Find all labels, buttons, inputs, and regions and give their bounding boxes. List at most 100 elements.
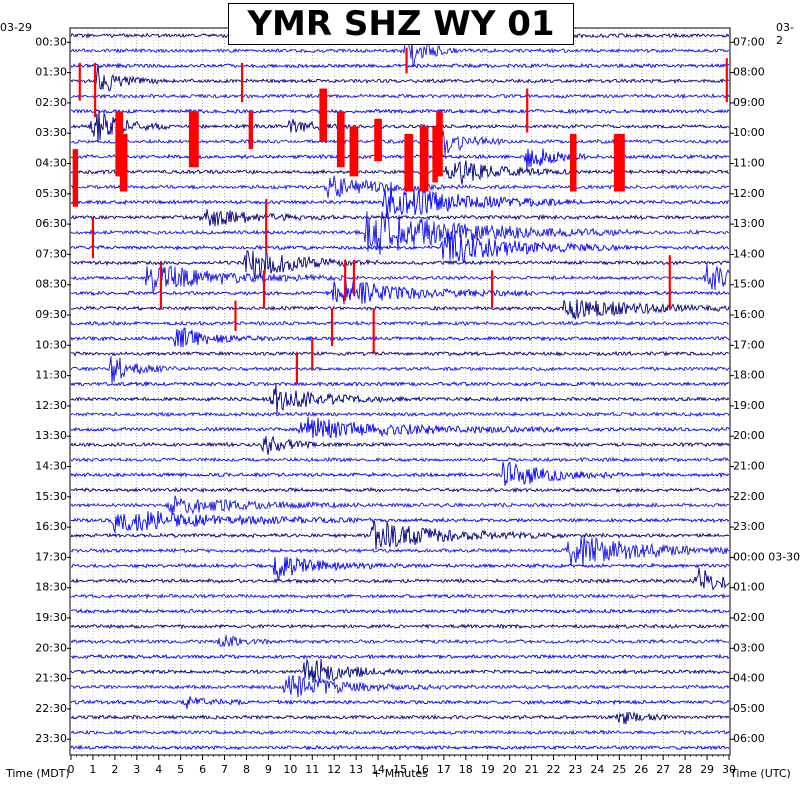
seismic-trace (70, 380, 730, 388)
clip-marker (349, 126, 359, 177)
x-tick-label: 20 (503, 763, 517, 776)
clip-marker (330, 308, 334, 347)
seismic-trace (70, 110, 730, 143)
seismic-trace (70, 710, 730, 725)
clip-marker (436, 111, 443, 177)
x-tick-label: 12 (327, 763, 341, 776)
left-tick-label: 10:30 (35, 338, 67, 351)
clip-marker (91, 217, 95, 259)
left-tick-label: 12:30 (35, 399, 67, 412)
x-tick-label: 9 (265, 763, 272, 776)
x-tick-label: 25 (612, 763, 626, 776)
x-tick-label: 14 (371, 763, 385, 776)
x-tick-label: 29 (700, 763, 714, 776)
clip-marker (311, 338, 314, 369)
clip-marker (526, 88, 529, 133)
clip-marker (240, 62, 244, 103)
right-tick-label: 23:00 (733, 520, 765, 533)
x-tick-label: 16 (415, 763, 429, 776)
seismic-trace (70, 608, 730, 615)
left-tick-label: 18:30 (35, 581, 67, 594)
left-tick-label: 07:30 (35, 247, 67, 260)
seismic-trace (70, 592, 730, 600)
left-tick-label: 13:30 (35, 429, 67, 442)
clip-marker (419, 126, 429, 192)
clip-marker (72, 149, 79, 207)
x-tick-label: 5 (177, 763, 184, 776)
left-tick-label: 21:30 (35, 672, 67, 685)
x-tick-label: 0 (68, 763, 75, 776)
seismic-trace (70, 511, 730, 534)
clip-marker (569, 133, 577, 192)
left-tick-label: 23:30 (35, 732, 67, 745)
left-tick-label: 08:30 (35, 278, 67, 291)
clip-marker (265, 199, 268, 253)
seismic-trace (70, 556, 730, 579)
seismic-trace (70, 92, 730, 100)
clip-marker (115, 111, 124, 177)
right-tick-label: 18:00 (733, 369, 765, 382)
right-tick-label: 01:00 (733, 581, 765, 594)
grid (76, 28, 724, 755)
clip-marker (248, 111, 254, 150)
right-tick-label: 13:00 (733, 217, 765, 230)
clip-marker (404, 133, 414, 192)
seismic-trace (70, 211, 730, 255)
clip-marker (613, 133, 625, 192)
x-tick-label: 13 (349, 763, 363, 776)
x-tick-label: 21 (525, 763, 539, 776)
seismic-trace (70, 495, 730, 516)
right-tick-label: 14:00 (733, 247, 765, 260)
seismic-trace (70, 230, 730, 264)
left-tick-label: 19:30 (35, 611, 67, 624)
right-tick-label: 08:00 (733, 66, 765, 79)
clip-marker (344, 259, 347, 301)
left-tick-label: 05:30 (35, 187, 67, 200)
seismic-trace (70, 32, 730, 68)
seismic-trace (70, 520, 730, 550)
x-tick-label: 17 (437, 763, 451, 776)
left-tick-label: 09:30 (35, 308, 67, 321)
right-tick-label: 00:00 03-30 (733, 550, 800, 563)
clip-marker (234, 300, 237, 331)
left-tick-label: 06:30 (35, 217, 67, 230)
clip-marker (374, 118, 382, 162)
left-tick-label: 04:30 (35, 157, 67, 170)
left-tick-label: 17:30 (35, 550, 67, 563)
right-tick-label: 02:00 (733, 611, 765, 624)
x-tick-label: 10 (283, 763, 297, 776)
seismic-trace (70, 278, 730, 305)
seismic-trace (70, 653, 730, 660)
left-tick-label: 02:30 (35, 96, 67, 109)
seismic-trace (70, 327, 730, 348)
seismic-trace (70, 658, 730, 683)
seismic-trace (70, 456, 730, 463)
clipped-amplitude-markers (72, 47, 728, 384)
seismic-trace (70, 250, 730, 280)
left-tick-label: 22:30 (35, 702, 67, 715)
x-tick-label: 24 (590, 763, 604, 776)
right-tick-label: 09:00 (733, 96, 765, 109)
seismic-trace (70, 263, 730, 293)
x-tick-label: 11 (305, 763, 319, 776)
clip-marker (432, 126, 438, 183)
x-tick-label: 4 (155, 763, 162, 776)
seismic-trace (70, 536, 730, 567)
left-tick-label: 16:30 (35, 520, 67, 533)
left-tick-label: 00:30 (35, 35, 67, 48)
seismic-trace (70, 417, 730, 439)
right-axis-ticks: 07:00 08:00 09:00 10:00 11:00 12:00 13:00 14:00… (730, 35, 800, 745)
left-tick-label: 03:30 (35, 126, 67, 139)
x-tick-label: 8 (243, 763, 250, 776)
clip-marker (491, 270, 494, 309)
right-tick-label: 16:00 (733, 308, 765, 321)
seismic-trace (70, 384, 730, 414)
seismic-trace (70, 64, 730, 92)
seismic-trace (70, 486, 730, 494)
clip-marker (725, 58, 728, 103)
seismic-trace (70, 461, 730, 486)
left-axis-ticks: 00:30 01:30 02:30 03:30 04:30 05:30 06:30 07:30… (35, 35, 71, 745)
right-tick-label: 11:00 (733, 157, 765, 170)
x-tick-label: 30 (722, 763, 736, 776)
